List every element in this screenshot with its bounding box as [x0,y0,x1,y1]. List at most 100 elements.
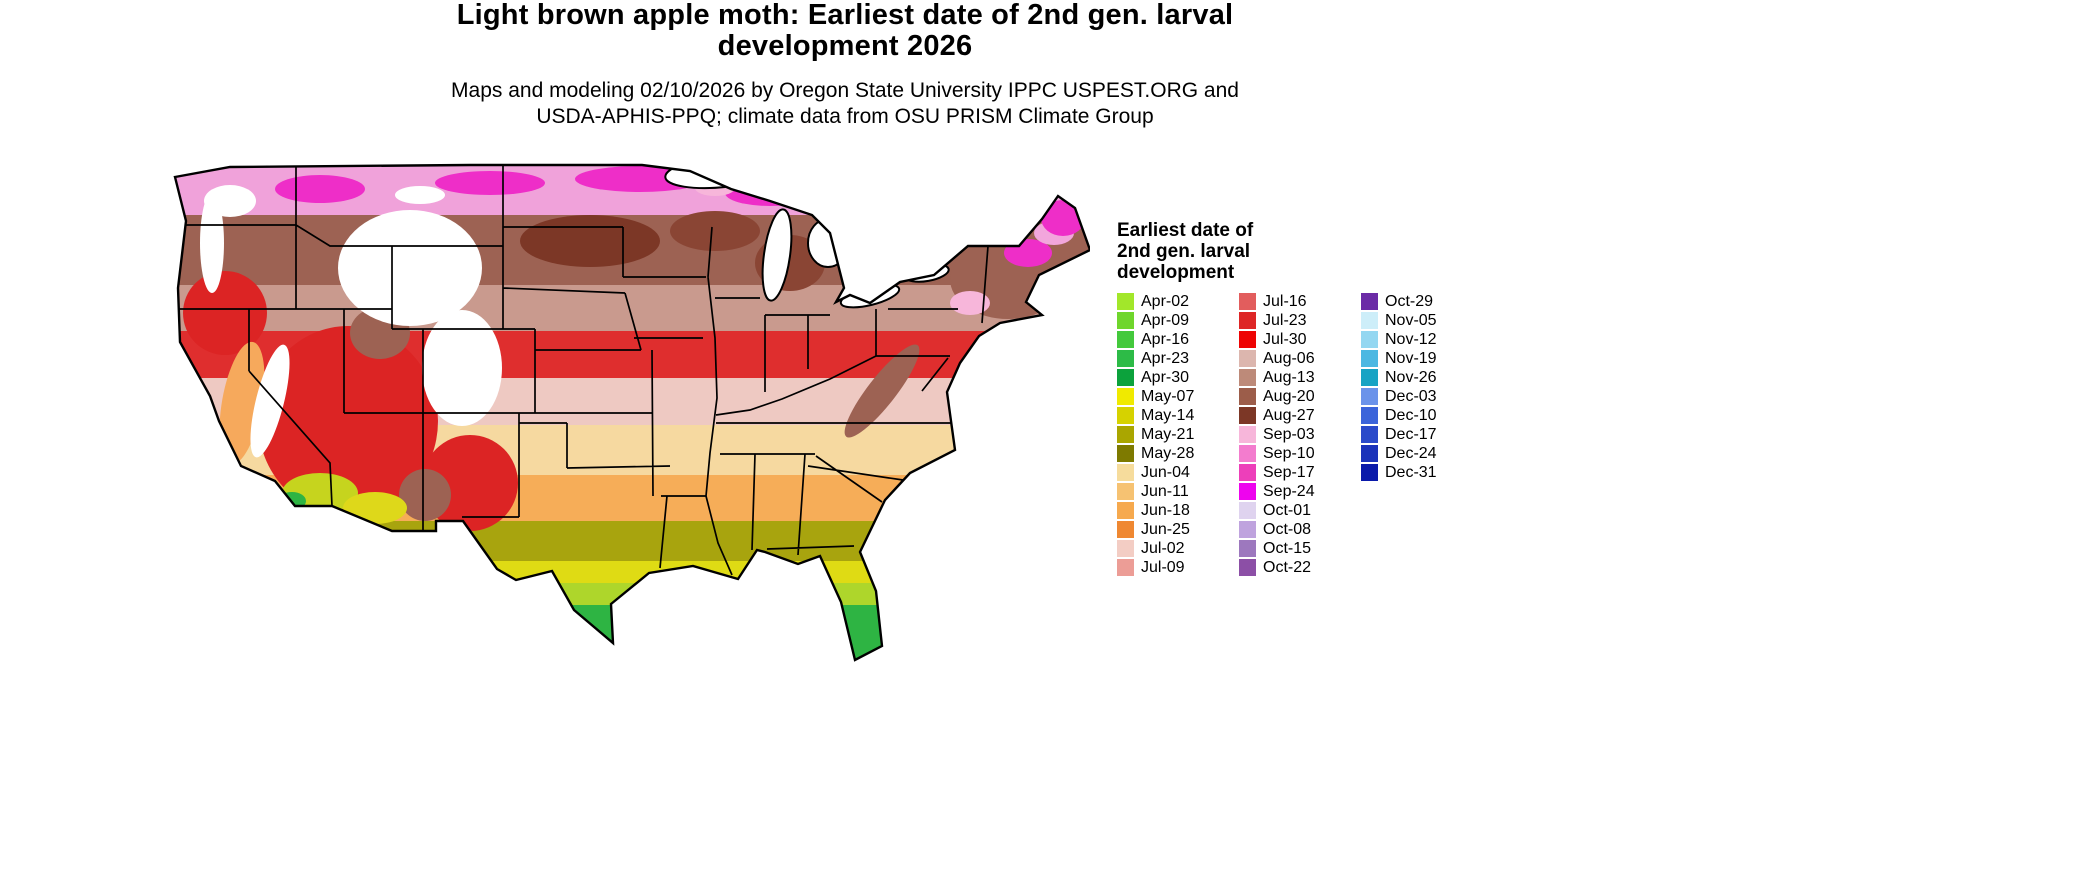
legend-item: Dec-17 [1361,425,1483,444]
legend-color-swatch [1239,483,1256,500]
legend-color-swatch [1117,331,1134,348]
legend-item-label: Dec-10 [1385,406,1437,424]
legend-item: Jun-18 [1117,501,1239,520]
legend-item: Oct-22 [1239,558,1361,577]
legend-item-label: Dec-31 [1385,463,1437,481]
map-header: Light brown apple moth: Earliest date of… [0,0,1690,130]
legend-columns: Apr-02 Apr-09 Apr-16 Apr-23 Apr-30 May-07 May-… [1117,292,1537,577]
legend-color-swatch [1117,502,1134,519]
legend-item-label: Jun-18 [1141,501,1190,519]
legend-item-label: Jun-04 [1141,463,1190,481]
legend-item: Jun-11 [1117,482,1239,501]
legend-item: Apr-09 [1117,311,1239,330]
legend-item: May-07 [1117,387,1239,406]
legend-color-swatch [1117,559,1134,576]
state-borders [178,165,989,576]
page-title-line-2: development 2026 [717,30,973,62]
legend-item: Dec-24 [1361,444,1483,463]
legend-item-label: Jul-23 [1263,311,1307,329]
legend-item-label: Dec-24 [1385,444,1437,462]
legend-item-label: Dec-03 [1385,387,1437,405]
legend-column: Jul-16 Jul-23 Jul-30 Aug-06 Aug-13 Aug-20 Aug-… [1239,292,1361,577]
legend-color-swatch [1117,540,1134,557]
legend-item: Nov-26 [1361,368,1483,387]
legend-color-swatch [1117,445,1134,462]
legend-item: Jul-16 [1239,292,1361,311]
legend-item: Jul-02 [1117,539,1239,558]
legend-item: Jun-04 [1117,463,1239,482]
legend-item: Sep-03 [1239,425,1361,444]
legend-item: Sep-17 [1239,463,1361,482]
legend-color-swatch [1239,388,1256,405]
legend-item: Apr-23 [1117,349,1239,368]
legend-item: Jul-23 [1239,311,1361,330]
legend-color-swatch [1239,521,1256,538]
legend-column: Apr-02 Apr-09 Apr-16 Apr-23 Apr-30 May-07 May-… [1117,292,1239,577]
us-map [170,163,1092,665]
legend-item-label: Aug-06 [1263,349,1315,367]
us-outline [173,163,1092,662]
legend-item-label: Oct-08 [1263,520,1312,538]
subtitle-line-2: USDA-APHIS-PPQ; climate data from OSU PR… [536,105,1154,128]
legend-item-label: Apr-09 [1141,311,1190,329]
legend-item: Aug-20 [1239,387,1361,406]
legend-item-label: Sep-17 [1263,463,1315,481]
legend-item-label: Aug-13 [1263,368,1315,386]
legend-item: Dec-10 [1361,406,1483,425]
legend-item: May-28 [1117,444,1239,463]
legend-color-swatch [1361,350,1378,367]
legend-item-label: Sep-10 [1263,444,1315,462]
legend-color-swatch [1239,502,1256,519]
legend-item: Oct-08 [1239,520,1361,539]
legend-color-swatch [1117,483,1134,500]
legend-item: Apr-30 [1117,368,1239,387]
legend-item-label: Sep-24 [1263,482,1315,500]
legend-item-label: Apr-16 [1141,330,1190,348]
legend-color-swatch [1239,312,1256,329]
legend-item: May-14 [1117,406,1239,425]
legend-color-swatch [1239,331,1256,348]
legend-item-label: Apr-02 [1141,292,1190,310]
legend-item-label: Apr-23 [1141,349,1190,367]
legend-item-label: Oct-22 [1263,558,1312,576]
legend-item: Aug-06 [1239,349,1361,368]
legend-item: Sep-10 [1239,444,1361,463]
legend-item: Apr-02 [1117,292,1239,311]
legend-item: Aug-27 [1239,406,1361,425]
legend-color-swatch [1239,559,1256,576]
legend-color-swatch [1117,407,1134,424]
legend-item: Jul-09 [1117,558,1239,577]
legend-item-label: Aug-20 [1263,387,1315,405]
legend-item-label: Jun-25 [1141,520,1190,538]
legend-item: Jun-25 [1117,520,1239,539]
legend-item-label: Jul-16 [1263,292,1307,310]
legend-color-swatch [1239,426,1256,443]
legend-item: Nov-05 [1361,311,1483,330]
legend-item-label: Nov-26 [1385,368,1437,386]
subtitle-line-1: Maps and modeling 02/10/2026 by Oregon S… [451,79,1239,102]
legend-item-label: May-07 [1141,387,1195,405]
legend-item-label: Dec-17 [1385,425,1437,443]
legend-item: May-21 [1117,425,1239,444]
legend-item-label: Oct-29 [1385,292,1434,310]
legend-color-swatch [1239,293,1256,310]
legend-color-swatch [1117,521,1134,538]
legend-color-swatch [1361,331,1378,348]
legend-item: Oct-15 [1239,539,1361,558]
legend-item: Nov-19 [1361,349,1483,368]
legend-item-label: Jun-11 [1141,482,1189,500]
legend-item: Jul-30 [1239,330,1361,349]
legend-item-label: Aug-27 [1263,406,1315,424]
page-title-line-1: Light brown apple moth: Earliest date of… [456,0,1234,31]
legend-item: Nov-12 [1361,330,1483,349]
legend-item-label: May-14 [1141,406,1195,424]
legend-column: Oct-29 Nov-05 Nov-12 Nov-19 Nov-26 Dec-03 Dec-… [1361,292,1483,482]
legend-color-swatch [1117,369,1134,386]
legend-title: Earliest date of 2nd gen. larval develop… [1117,220,1254,283]
legend-color-swatch [1239,445,1256,462]
legend-item-label: Nov-05 [1385,311,1437,329]
legend-item-label: May-21 [1141,425,1195,443]
legend-color-swatch [1117,293,1134,310]
legend-item-label: Jul-02 [1141,539,1185,557]
